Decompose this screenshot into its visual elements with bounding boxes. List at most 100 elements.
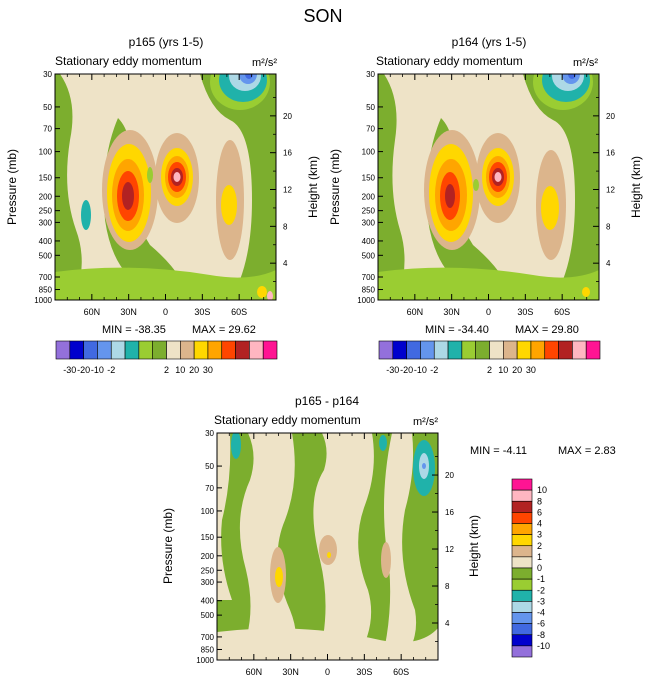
colorbar-swatch: [516, 340, 532, 360]
y-tick-label: 100: [362, 148, 376, 157]
y-tick-label: 70: [366, 125, 375, 134]
panel-subtitle: Stationary eddy momentum: [214, 413, 361, 427]
colorbar-label: -10: [414, 365, 427, 375]
y-right-tick-label: 4: [283, 259, 288, 268]
contour-green-right: [200, 74, 276, 300]
colorbar-swatch: [511, 645, 533, 658]
contour-yellow-sh: [221, 185, 237, 225]
colorbar-label: 10: [537, 485, 547, 495]
colorbar-label: -1: [537, 574, 545, 584]
colorbar-swatch: [511, 589, 533, 602]
y-tick-label: 1000: [34, 296, 52, 305]
contour-green-left: [55, 74, 82, 300]
colorbar-label: 2: [164, 365, 169, 375]
contour-royal-top: [568, 74, 576, 79]
y-tick-label: 400: [201, 597, 215, 606]
y-axis-label: Pressure (mb): [328, 149, 342, 225]
y-tick-label: 700: [362, 273, 376, 282]
y-tick-label: 500: [362, 251, 376, 260]
contour-pink-eq: [494, 172, 502, 182]
contour-green-dot: [473, 179, 479, 191]
colorbar-swatch: [378, 340, 394, 360]
ticks: 60N 30N 0 30S 60S 30 50 70 100 150 200 250 300 400 500…: [357, 70, 615, 317]
y-right-tick-label: 8: [283, 222, 288, 231]
y-tick-label: 200: [362, 192, 376, 201]
colorbar-swatch: [433, 340, 449, 360]
colorbar-swatch: [585, 340, 601, 360]
contour-beige-c: [313, 433, 374, 660]
colorbar-swatch: [262, 340, 278, 360]
x-tick-label: 60N: [84, 307, 101, 317]
contour-blue-top: [562, 74, 580, 84]
y-axis-right-label: Height (km): [629, 156, 643, 218]
y-tick-label: 300: [201, 578, 215, 587]
y-tick-label: 500: [201, 611, 215, 620]
colorbar-label: 30: [526, 365, 536, 375]
colorbar-label: -10: [91, 365, 104, 375]
colorbar-swatch: [511, 489, 533, 502]
colorbar-swatch: [511, 545, 533, 558]
colorbar-swatch: [221, 340, 236, 360]
x-tick-label: 0: [486, 307, 491, 317]
colorbar-swatch: [461, 340, 476, 360]
panel-title: p165 - p164: [295, 394, 359, 408]
y-right-tick-label: 20: [606, 112, 615, 121]
y-tick-label: 400: [362, 237, 376, 246]
units-label: m²/s²: [252, 57, 277, 69]
y-tick-label: 250: [201, 566, 215, 575]
y-tick-label: 300: [362, 218, 376, 227]
units-label: m²/s²: [573, 57, 598, 69]
y-tick-label: 30: [366, 70, 375, 79]
colorbar-left: -30 -20 -10 -2 2 10 20 30: [55, 340, 278, 375]
colorbar-swatch: [572, 340, 587, 360]
y-axis-label: Pressure (mb): [5, 149, 19, 225]
contour-beige-b: [238, 433, 296, 660]
colorbar-swatch: [235, 340, 250, 360]
colorbar-swatch: [511, 623, 533, 636]
panel-subtitle: Stationary eddy momentum: [55, 54, 202, 68]
y-right-tick-label: 12: [445, 545, 454, 554]
colorbar-swatch: [489, 340, 504, 360]
y-tick-label: 1000: [196, 656, 214, 665]
colorbar-label: -2: [537, 585, 545, 595]
colorbar-swatch: [511, 634, 533, 647]
panel-p164: p164 (yrs 1-5) Stationary eddy momentum …: [328, 35, 643, 336]
colorbar-label: -20: [400, 365, 413, 375]
y-tick-label: 70: [43, 125, 52, 134]
y-tick-label: 1000: [357, 296, 375, 305]
y-tick-label: 150: [39, 174, 53, 183]
y-tick-label: 250: [39, 207, 53, 216]
y-tick-label: 50: [205, 462, 214, 471]
colorbar-label: 10: [498, 365, 508, 375]
y-tick-label: 400: [39, 237, 53, 246]
y-tick-label: 850: [362, 286, 376, 295]
y-right-tick-label: 20: [283, 112, 292, 121]
contour-darkred-nh: [122, 182, 134, 210]
x-tick-label: 60S: [393, 667, 409, 677]
contour-tan-b: [319, 535, 337, 565]
colorbar-swatch: [558, 340, 573, 360]
max-label: MAX = 2.83: [558, 445, 616, 457]
y-right-tick-label: 12: [283, 186, 292, 195]
y-right-tick-label: 16: [445, 508, 454, 517]
colorbar-swatch: [83, 340, 98, 360]
contour-green-dot: [147, 167, 153, 183]
y-tick-label: 100: [39, 148, 53, 157]
contour-pink-corner: [267, 291, 273, 300]
colorbar-label: 2: [487, 365, 492, 375]
y-tick-label: 30: [43, 70, 52, 79]
colorbar-swatch: [511, 523, 533, 535]
y-right-tick-label: 4: [445, 619, 450, 628]
colorbar-swatch: [511, 601, 533, 613]
colorbar-swatch: [249, 340, 264, 360]
x-tick-label: 30S: [194, 307, 210, 317]
y-axis-right-label: Height (km): [467, 515, 481, 577]
y-right-tick-label: 16: [606, 149, 615, 158]
colorbar-label: 4: [537, 519, 542, 529]
contour-teal-b: [379, 435, 387, 451]
x-tick-label: 30S: [517, 307, 533, 317]
contour-tan-c: [381, 542, 391, 578]
contour-green-low: [378, 267, 599, 300]
contour-green-right: [523, 74, 599, 300]
